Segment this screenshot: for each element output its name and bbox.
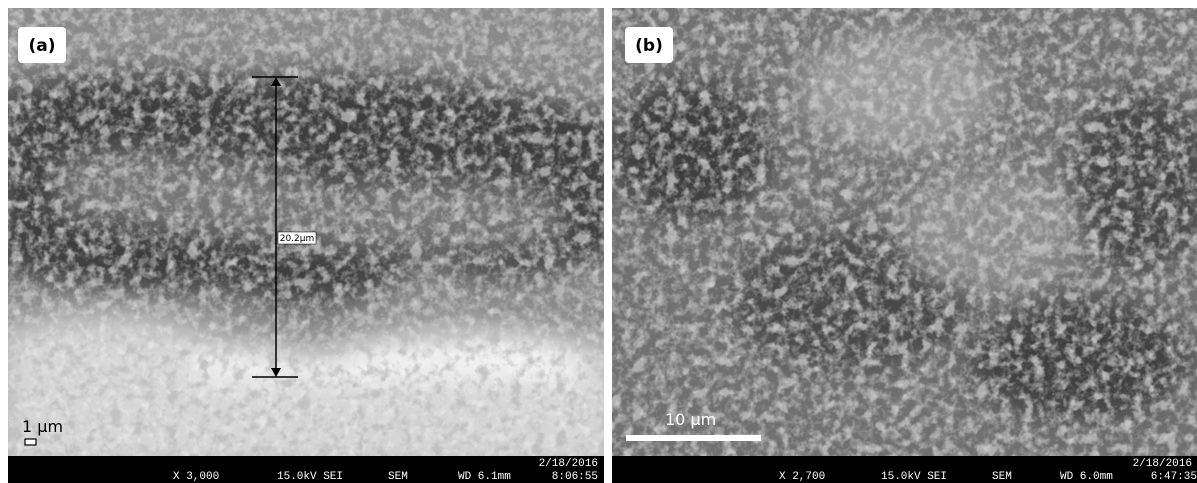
info-date: 2/18/2016	[1133, 458, 1192, 470]
scale-bar	[626, 435, 761, 441]
info-mode: SEM	[388, 471, 408, 483]
info-voltage: 15.0kV SEI	[277, 471, 343, 483]
info-magnification: X 2,700	[779, 471, 825, 483]
figure: (a) 20.2µm 1 µm (b) 10 µm 2/18/2016 X 3,…	[0, 0, 1197, 483]
info-time: 8:06:55	[552, 471, 598, 483]
scale-bar-label: 1 µm	[22, 417, 63, 436]
info-wd: WD 6.0mm	[1060, 471, 1113, 483]
info-date: 2/18/2016	[539, 458, 598, 470]
info-voltage: 15.0kV SEI	[881, 471, 947, 483]
sem-image-b	[610, 8, 1197, 456]
info-wd: WD 6.1mm	[458, 471, 511, 483]
info-time: 6:47:35	[1151, 471, 1197, 483]
info-magnification: X 3,000	[173, 471, 219, 483]
measurement-label: 20.2µm	[280, 234, 315, 244]
info-mode: SEM	[992, 471, 1012, 483]
scale-bar	[25, 439, 36, 445]
panel-label: (b)	[635, 36, 663, 56]
panel-label: (a)	[28, 36, 55, 56]
scale-bar-label: 10 µm	[665, 410, 716, 429]
